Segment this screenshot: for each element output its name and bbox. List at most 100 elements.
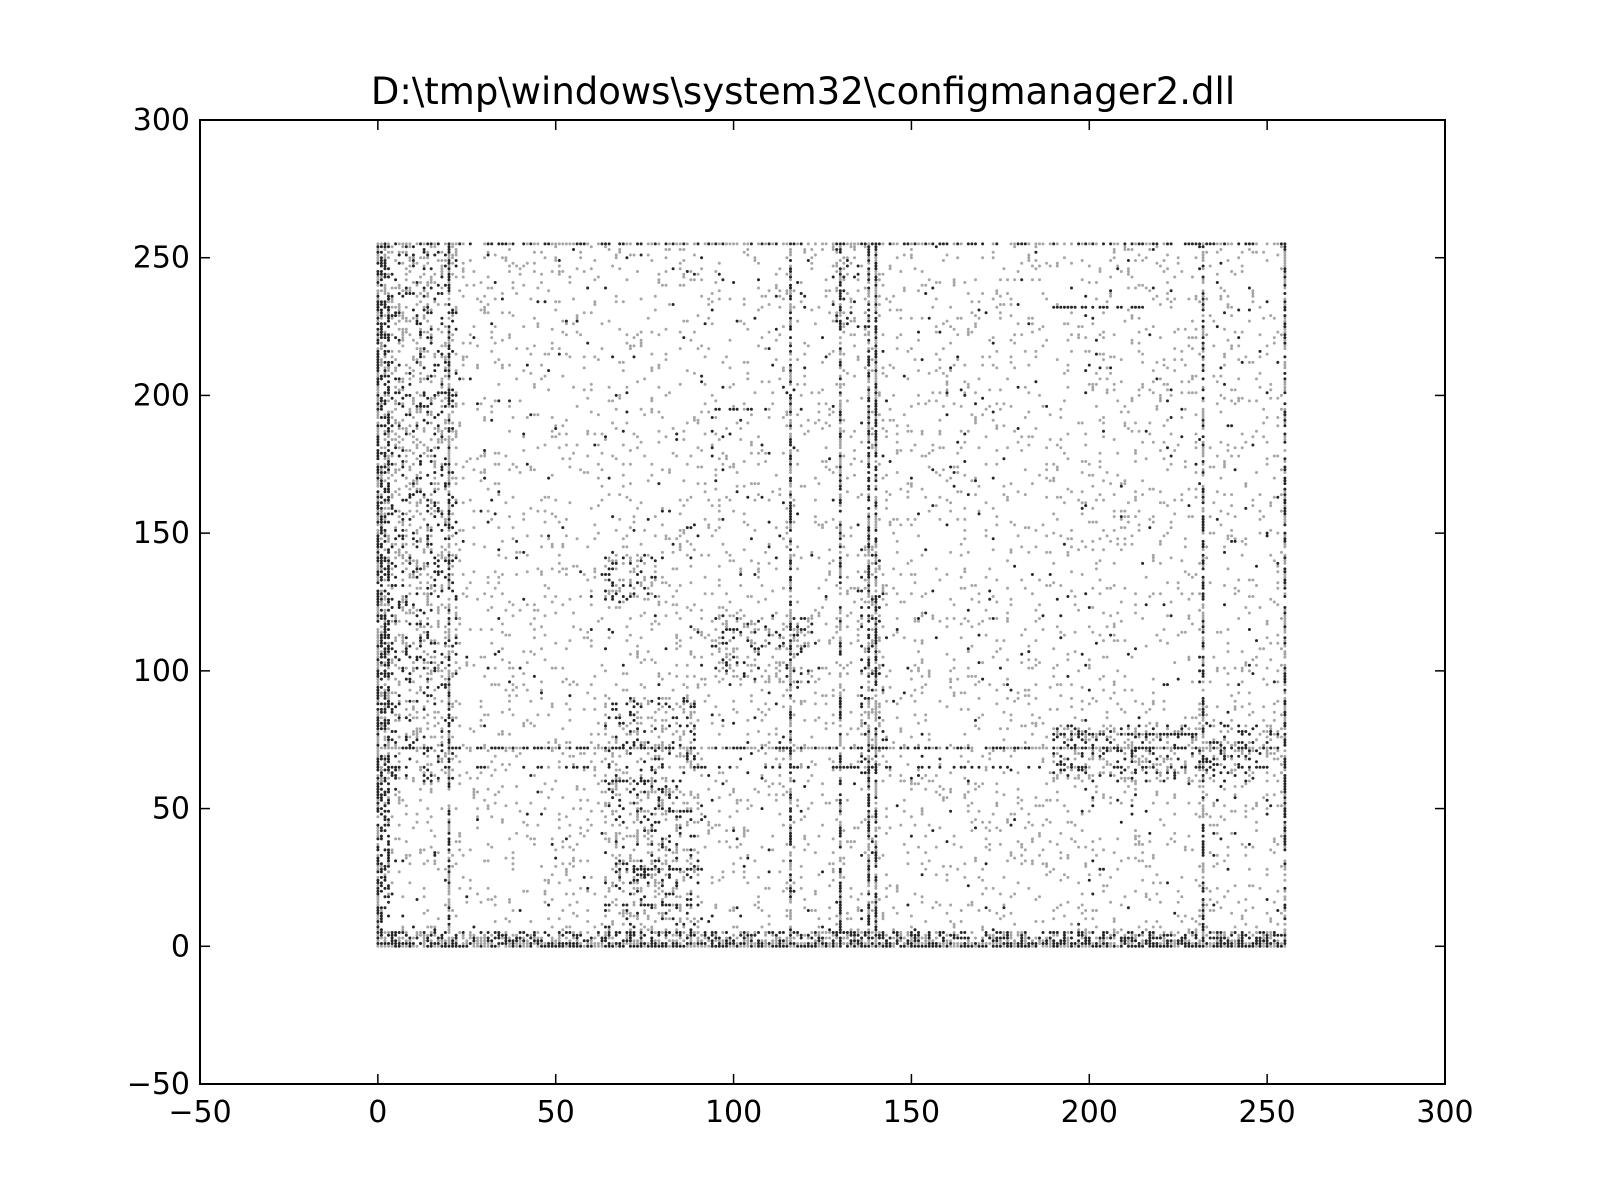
data-point xyxy=(1173,793,1177,797)
data-point xyxy=(547,881,551,885)
data-point xyxy=(970,644,974,648)
data-point xyxy=(472,787,476,791)
data-point xyxy=(803,699,807,703)
data-point xyxy=(1123,515,1127,519)
data-point xyxy=(874,393,878,397)
data-point xyxy=(792,680,796,684)
chart-title: D:\tmp\windows\system32\configmanager2.d… xyxy=(371,70,1235,113)
data-point xyxy=(650,369,654,373)
data-point xyxy=(689,608,693,612)
data-point xyxy=(682,754,686,758)
data-point xyxy=(742,360,746,364)
data-point xyxy=(817,873,821,877)
data-point xyxy=(508,699,511,703)
data-point xyxy=(700,374,704,378)
data-point xyxy=(845,399,849,403)
data-point xyxy=(956,933,960,937)
data-point xyxy=(1279,911,1283,915)
data-point xyxy=(440,473,444,477)
data-point xyxy=(390,881,394,885)
data-point xyxy=(1038,393,1041,397)
data-point xyxy=(974,391,977,395)
data-point xyxy=(604,647,607,651)
data-point xyxy=(1226,741,1230,744)
data-point xyxy=(906,377,910,381)
data-point xyxy=(479,300,483,304)
data-point xyxy=(1126,515,1130,519)
data-point xyxy=(1098,493,1102,497)
data-point xyxy=(1155,724,1159,728)
data-point xyxy=(1087,663,1091,667)
data-point xyxy=(611,812,615,816)
data-point xyxy=(1144,327,1148,331)
data-point xyxy=(799,407,803,411)
data-point xyxy=(1247,663,1251,667)
data-point xyxy=(963,506,967,510)
data-point xyxy=(497,482,501,486)
data-point xyxy=(479,699,483,703)
data-point xyxy=(493,652,497,656)
data-point xyxy=(835,286,839,290)
data-point xyxy=(1265,793,1269,797)
data-point xyxy=(1176,581,1180,585)
data-point xyxy=(970,584,974,587)
data-point xyxy=(1041,344,1045,348)
data-point xyxy=(1116,867,1120,871)
data-point xyxy=(522,889,526,893)
data-point xyxy=(977,512,981,516)
data-point xyxy=(1276,909,1280,912)
data-point xyxy=(1223,396,1226,400)
data-point xyxy=(1180,270,1184,273)
data-point xyxy=(550,787,554,791)
data-point xyxy=(575,787,579,791)
data-point xyxy=(742,944,746,948)
data-point xyxy=(1219,410,1223,414)
data-point xyxy=(1212,823,1216,827)
data-point xyxy=(458,289,462,293)
data-point xyxy=(618,327,622,331)
data-point xyxy=(863,297,867,301)
data-point xyxy=(899,487,903,491)
data-point xyxy=(692,523,696,527)
data-point xyxy=(593,892,597,896)
data-point xyxy=(458,377,462,381)
data-point xyxy=(885,490,888,494)
data-point xyxy=(998,727,1002,731)
data-point xyxy=(664,837,668,841)
data-point xyxy=(440,468,444,472)
data-point xyxy=(1137,859,1141,863)
data-point xyxy=(1158,818,1162,822)
data-point xyxy=(927,509,931,513)
data-point xyxy=(1219,509,1223,513)
data-point xyxy=(828,862,832,866)
data-point xyxy=(739,757,743,761)
data-point xyxy=(536,713,540,717)
data-point xyxy=(845,840,849,844)
data-point xyxy=(1230,399,1234,403)
data-point xyxy=(1258,493,1262,497)
data-point xyxy=(1283,523,1287,527)
data-point xyxy=(660,468,664,472)
data-point xyxy=(1045,782,1049,786)
data-point xyxy=(945,652,949,656)
data-point xyxy=(1094,925,1098,929)
data-point xyxy=(611,900,615,904)
data-point xyxy=(1226,641,1230,645)
data-point xyxy=(518,550,522,554)
data-point xyxy=(863,245,867,249)
data-point xyxy=(1134,611,1137,615)
data-point xyxy=(803,837,807,841)
data-point xyxy=(913,573,917,576)
data-point xyxy=(892,567,896,571)
data-point xyxy=(963,460,967,463)
data-point xyxy=(1169,454,1173,458)
data-point xyxy=(525,661,529,665)
data-point xyxy=(1023,848,1027,852)
data-point xyxy=(426,680,430,684)
data-point xyxy=(1034,259,1038,262)
data-point xyxy=(728,338,732,342)
data-point xyxy=(803,294,807,298)
data-point xyxy=(1116,542,1120,546)
data-point xyxy=(963,473,967,477)
data-point xyxy=(1215,380,1219,384)
